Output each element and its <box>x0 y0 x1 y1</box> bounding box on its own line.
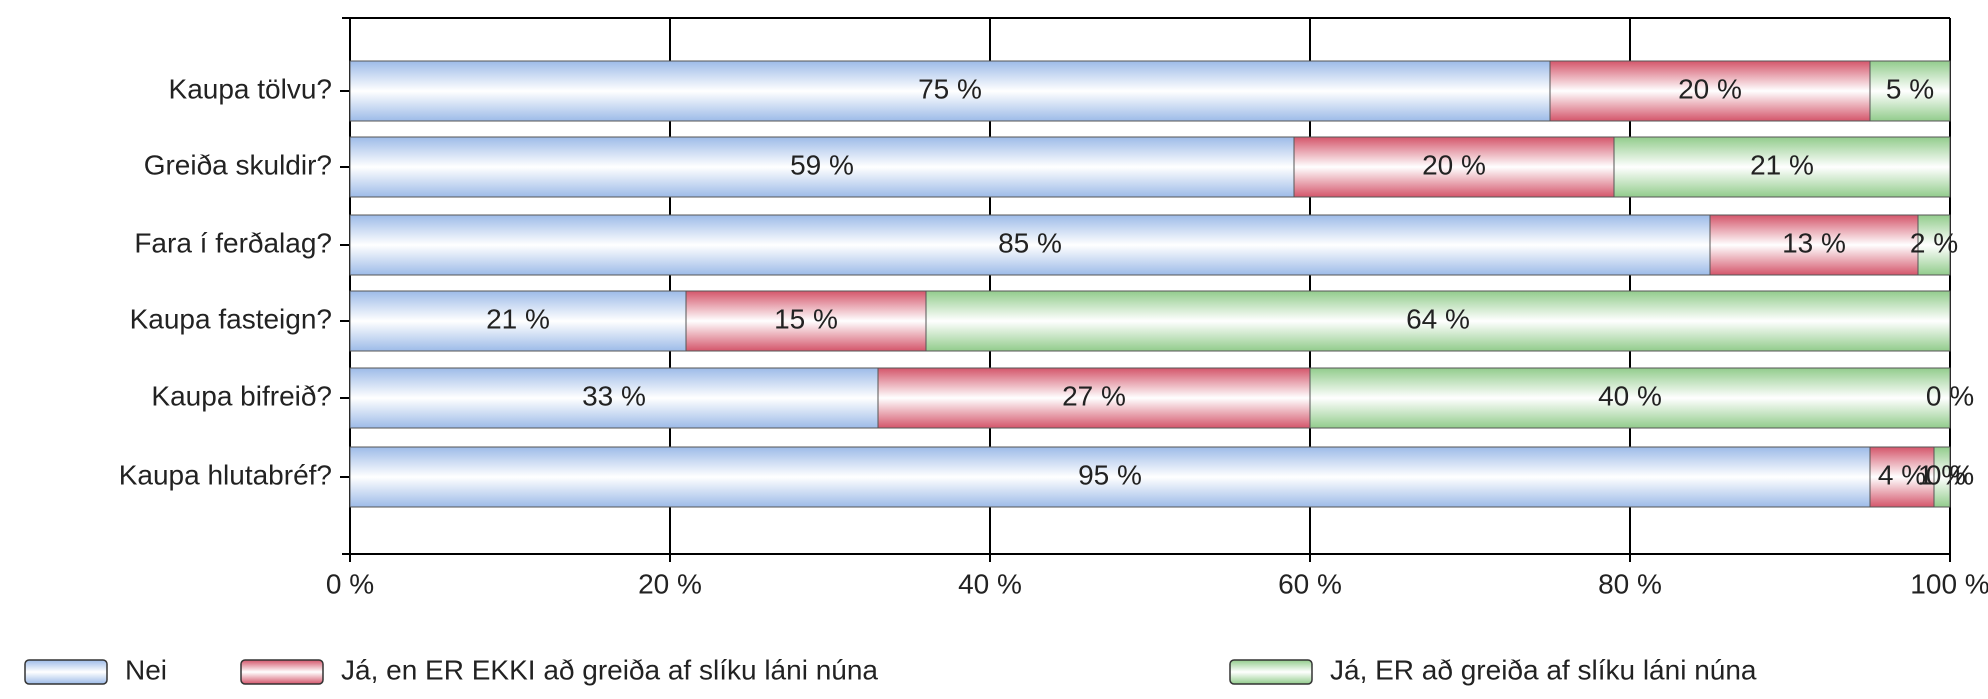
y-tick-label: Kaupa bifreið? <box>151 380 332 411</box>
data-label: 64 % <box>1406 303 1470 334</box>
data-label: 1 % <box>1918 459 1966 490</box>
bar-segment <box>1709 214 1919 276</box>
bar-segment <box>349 367 879 429</box>
data-label: 20 % <box>1678 73 1742 104</box>
y-tick-label: Fara í ferðalag? <box>134 227 332 258</box>
bar-segment <box>925 290 1951 352</box>
x-tick-label: 80 % <box>1598 568 1662 599</box>
data-label: 15 % <box>774 303 838 334</box>
legend-label: Já, ER að greiða af slíku láni núna <box>1330 654 1757 685</box>
bar-segment <box>349 290 687 352</box>
bar-segment <box>1293 136 1615 198</box>
y-tick-label: Greiða skuldir? <box>144 149 332 180</box>
bar-segment <box>349 214 1711 276</box>
data-label: 21 % <box>1750 149 1814 180</box>
data-label: 0 % <box>1926 380 1974 411</box>
data-label: 21 % <box>486 303 550 334</box>
data-label: 13 % <box>1782 227 1846 258</box>
data-label: 95 % <box>1078 459 1142 490</box>
x-tick-label: 40 % <box>958 568 1022 599</box>
bar-segment <box>1549 60 1871 122</box>
bar-segment <box>1613 136 1951 198</box>
y-tick-label: Kaupa fasteign? <box>130 303 332 334</box>
legend-swatch <box>240 659 324 685</box>
x-tick-label: 60 % <box>1278 568 1342 599</box>
data-label: 33 % <box>582 380 646 411</box>
y-tick-label: Kaupa hlutabréf? <box>119 459 332 490</box>
data-label: 4 % <box>1878 459 1926 490</box>
legend-label: Já, en ER EKKI að greiða af slíku láni n… <box>341 654 878 685</box>
x-tick-label: 100 % <box>1910 568 1988 599</box>
data-label: 20 % <box>1422 149 1486 180</box>
legend-swatch <box>24 659 108 685</box>
data-label: 27 % <box>1062 380 1126 411</box>
y-tick-label: Kaupa tölvu? <box>169 73 332 104</box>
data-label: 2 % <box>1910 227 1958 258</box>
bar-segment <box>1309 367 1951 429</box>
bar-segment <box>349 136 1295 198</box>
bar-segment <box>685 290 927 352</box>
data-label: 59 % <box>790 149 854 180</box>
x-tick-label: 20 % <box>638 568 702 599</box>
legend-label: Nei <box>125 654 167 685</box>
data-label: 85 % <box>998 227 1062 258</box>
data-label: 0 % <box>1926 459 1974 490</box>
data-label: 40 % <box>1598 380 1662 411</box>
bar-segment <box>877 367 1311 429</box>
data-label: 5 % <box>1886 73 1934 104</box>
legend-swatch <box>1229 659 1313 685</box>
bar-segment <box>1869 446 1935 508</box>
bar-segment <box>1917 214 1951 276</box>
x-tick-label: 0 % <box>326 568 374 599</box>
bar-segment <box>1933 446 1951 508</box>
bar-segment <box>1869 60 1951 122</box>
data-label: 75 % <box>918 73 982 104</box>
